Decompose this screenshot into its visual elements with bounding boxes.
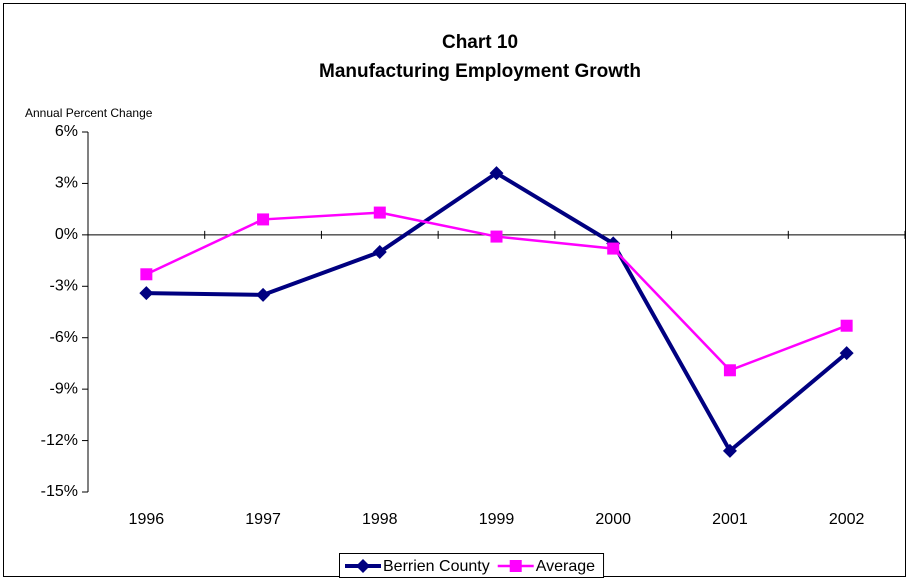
y-tick-label: -3%: [50, 278, 78, 295]
chart-title: Chart 10: [442, 32, 518, 53]
y-tick-label: -12%: [41, 432, 78, 449]
x-tick-label: 1997: [245, 511, 281, 528]
marker: [372, 245, 387, 259]
x-tick-label: 2002: [829, 511, 865, 528]
marker: [839, 346, 854, 361]
y-tick-label: 6%: [55, 123, 78, 140]
x-tick-label: 2000: [595, 511, 631, 528]
marker: [139, 286, 154, 301]
marker: [489, 166, 504, 181]
x-tick-label: 1998: [362, 511, 398, 528]
chart-border: [3, 3, 906, 577]
marker: [373, 206, 386, 219]
legend-box: [339, 553, 605, 578]
marker: [840, 319, 853, 332]
marker: [490, 230, 503, 243]
chart-subtitle: Manufacturing Employment Growth: [319, 61, 641, 82]
y-tick-label: -6%: [50, 329, 78, 346]
x-tick-label: 1996: [129, 511, 165, 528]
y-tick-label: -15%: [41, 483, 78, 500]
legend: Berrien County Average: [339, 553, 605, 578]
x-tick-label: 2001: [712, 511, 748, 528]
marker: [723, 364, 736, 377]
legend-marker: [356, 559, 370, 573]
marker: [256, 287, 271, 302]
y-tick-label: 0%: [55, 226, 78, 243]
y-tick-label: -9%: [50, 380, 78, 397]
legend-label: Average: [536, 558, 595, 575]
marker: [607, 242, 620, 255]
x-tick-label: 1999: [479, 511, 515, 528]
legend-label: Berrien County: [383, 558, 490, 575]
marker: [257, 213, 270, 226]
legend-marker: [509, 560, 522, 572]
y-axis-title: Annual Percent Change: [25, 106, 153, 120]
marker: [722, 443, 737, 458]
marker: [140, 268, 153, 281]
y-tick-label: 3%: [55, 175, 78, 192]
